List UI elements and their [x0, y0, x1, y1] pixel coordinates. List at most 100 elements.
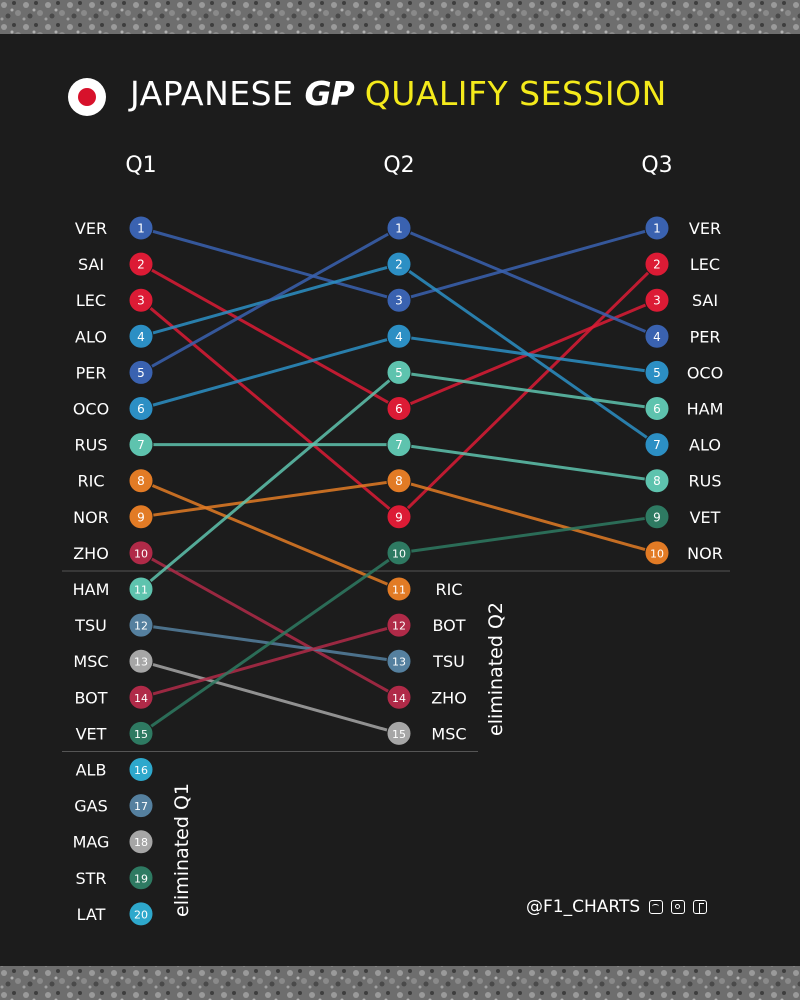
driver-labels: VER VER SAI SAI LEC LEC ALO ALO PER PER OCO OCO RUS R… [73, 219, 724, 924]
marker-vet-q2: 10 [386, 540, 412, 566]
marker-rus-q3: 8 [644, 468, 670, 494]
driver-label-q1-lat: LAT [77, 905, 106, 924]
driver-label-q2-ric: RIC [435, 580, 462, 599]
position-number: 16 [134, 764, 148, 777]
marker-lec-q2: 9 [386, 504, 412, 530]
driver-label-q1-vet: VET [76, 724, 107, 743]
marker-msc-q2: 15 [386, 720, 412, 746]
marker-zho-q1: 10 [128, 540, 154, 566]
marker-ham-q1: 11 [128, 576, 154, 602]
session-headers: Q1 Q2 Q3 [125, 153, 672, 178]
position-number: 5 [395, 366, 403, 380]
driver-label-q1-nor: NOR [73, 508, 109, 527]
position-number: 2 [395, 258, 403, 272]
marker-zho-q2: 14 [386, 684, 412, 710]
line-vet-q1-q2 [139, 551, 401, 735]
driver-label-q1-alo: ALO [75, 327, 107, 346]
marker-msc-q1: 13 [128, 648, 154, 674]
marker-per-q2: 1 [386, 215, 412, 241]
marker-sai-q1: 2 [128, 251, 154, 277]
driver-label-q3-lec: LEC [690, 255, 720, 274]
line-ham-q1-q2 [139, 370, 401, 591]
driver-label-q1-bot: BOT [74, 688, 107, 707]
driver-label-q1-mag: MAG [73, 833, 110, 852]
driver-label-q3-sai: SAI [692, 291, 718, 310]
marker-str-q1: 19 [128, 865, 154, 891]
position-number: 3 [137, 294, 145, 308]
instagram-icon [670, 900, 685, 914]
marker-ver-q3: 1 [644, 215, 670, 241]
driver-label-q1-ric: RIC [77, 472, 104, 491]
marker-ham-q3: 6 [644, 396, 670, 421]
driver-label-q3-rus: RUS [689, 472, 722, 491]
position-number: 10 [134, 547, 148, 560]
marker-vet-q1: 15 [128, 720, 154, 746]
position-lines [139, 226, 659, 735]
driver-label-q1-str: STR [75, 869, 106, 888]
driver-label-q1-per: PER [76, 363, 107, 382]
position-number: 9 [653, 510, 661, 524]
position-number: 3 [653, 294, 661, 308]
position-number: 14 [392, 692, 406, 705]
position-number: 6 [395, 402, 403, 416]
position-number: 4 [395, 330, 403, 344]
line-nor-q2-q3 [397, 479, 659, 555]
position-number: 7 [137, 438, 145, 452]
footer-credit: @F1_CHARTS [526, 897, 708, 917]
position-number: 2 [137, 258, 145, 272]
japan-flag-icon [68, 78, 106, 116]
session-header-q1: Q1 [125, 153, 156, 178]
marker-nor-q2: 8 [386, 468, 412, 494]
driver-label-q3-vet: VET [690, 508, 721, 527]
driver-label-q3-ham: HAM [687, 400, 724, 419]
marker-vet-q3: 9 [644, 504, 670, 530]
position-number: 1 [395, 222, 403, 236]
driver-label-q1-msc: MSC [73, 652, 108, 671]
marker-oco-q1: 6 [128, 396, 154, 421]
eliminated-q2-label: eliminated Q2 [485, 602, 507, 736]
driver-label-q2-msc: MSC [431, 724, 466, 743]
position-number: 2 [653, 258, 661, 272]
position-number: 8 [653, 474, 661, 488]
position-number: 15 [134, 728, 148, 741]
marker-rus-q1: 7 [128, 432, 154, 458]
driver-label-q3-alo: ALO [689, 436, 721, 455]
marker-sai-q2: 6 [386, 396, 412, 421]
line-per-q2-q3 [397, 226, 659, 338]
marker-ver-q1: 1 [128, 215, 154, 241]
marker-ver-q2: 3 [386, 287, 412, 313]
marker-lec-q1: 3 [128, 287, 154, 313]
line-ric-q1-q2 [139, 479, 401, 591]
marker-nor-q3: 10 [644, 540, 670, 566]
driver-label-q1-tsu: TSU [74, 616, 107, 635]
driver-label-q2-tsu: TSU [432, 652, 465, 671]
marker-ric-q2: 11 [386, 576, 412, 602]
position-number: 19 [134, 872, 148, 885]
marker-sai-q3: 3 [644, 287, 670, 313]
driver-label-q1-alb: ALB [76, 761, 107, 780]
marker-tsu-q1: 12 [128, 612, 154, 638]
line-msc-q1-q2 [139, 659, 401, 735]
line-ver-q2-q3 [397, 226, 659, 302]
eliminated-labels: eliminated Q1 eliminated Q2 [171, 602, 507, 917]
position-number: 12 [392, 620, 406, 633]
line-rus-q2-q3 [397, 443, 659, 483]
driver-label-q1-rus: RUS [75, 436, 108, 455]
line-oco-q1-q2 [139, 334, 401, 410]
driver-label-q2-bot: BOT [432, 616, 465, 635]
title-event: JAPANESE [130, 74, 294, 113]
position-number: 9 [137, 510, 145, 524]
marker-oco-q3: 5 [644, 359, 670, 385]
line-vet-q2-q3 [397, 515, 659, 555]
driver-label-q2-zho: ZHO [431, 688, 467, 707]
position-number: 13 [134, 656, 148, 669]
marker-ric-q1: 8 [128, 468, 154, 494]
position-number: 4 [137, 330, 145, 344]
position-number: 10 [392, 547, 406, 560]
marker-rus-q2: 7 [386, 432, 412, 458]
marker-alb-q1: 16 [128, 757, 154, 782]
position-number: 8 [395, 474, 403, 488]
driver-label-q1-zho: ZHO [73, 544, 109, 563]
marker-mag-q1: 18 [128, 829, 154, 855]
